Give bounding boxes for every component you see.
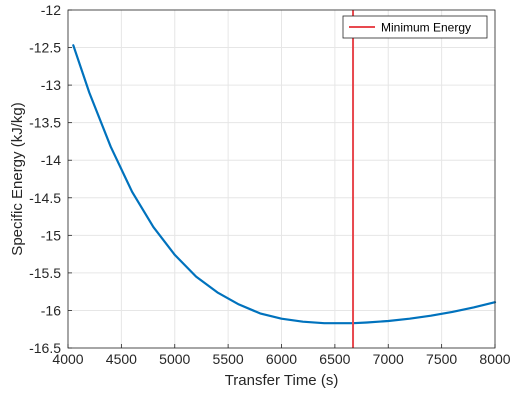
y-tick-label: -14.5 [29, 190, 61, 206]
x-tick-label: 4500 [106, 351, 137, 367]
y-tick-label: -14 [41, 152, 61, 168]
y-tick-label: -15.5 [29, 265, 61, 281]
x-tick-label: 5500 [213, 351, 244, 367]
y-tick-label: -12 [41, 2, 61, 18]
x-tick-label: 7000 [373, 351, 404, 367]
plot-marks [72, 10, 497, 348]
y-tick-label: -15 [41, 227, 61, 243]
x-tick-label: 8000 [479, 351, 510, 367]
y-tick-label: -16 [41, 302, 61, 318]
y-tick-label: -16.5 [29, 340, 61, 356]
x-tick-label: 7500 [426, 351, 457, 367]
y-tick-label: -13.5 [29, 115, 61, 131]
axis-ticks: 4000 4500 5000 5500 6000 6500 7000 7500 8000 -16.… [29, 2, 511, 367]
y-tick-label: -12.5 [29, 40, 61, 56]
legend-label-minimum-energy: Minimum Energy [381, 21, 471, 35]
y-tick-label: -13 [41, 77, 61, 93]
x-tick-label: 6500 [319, 351, 350, 367]
x-tick-label: 4000 [52, 351, 83, 367]
legend-box [342, 15, 488, 39]
energy-curve-line [72, 44, 497, 325]
y-axis-title: Specific Energy (kJ/kg) [9, 102, 26, 255]
x-tick-label: 5000 [159, 351, 190, 367]
x-tick-label: 6000 [266, 351, 297, 367]
x-axis-title: Transfer Time (s) [225, 372, 339, 389]
legend: Minimum Energy [342, 15, 488, 39]
